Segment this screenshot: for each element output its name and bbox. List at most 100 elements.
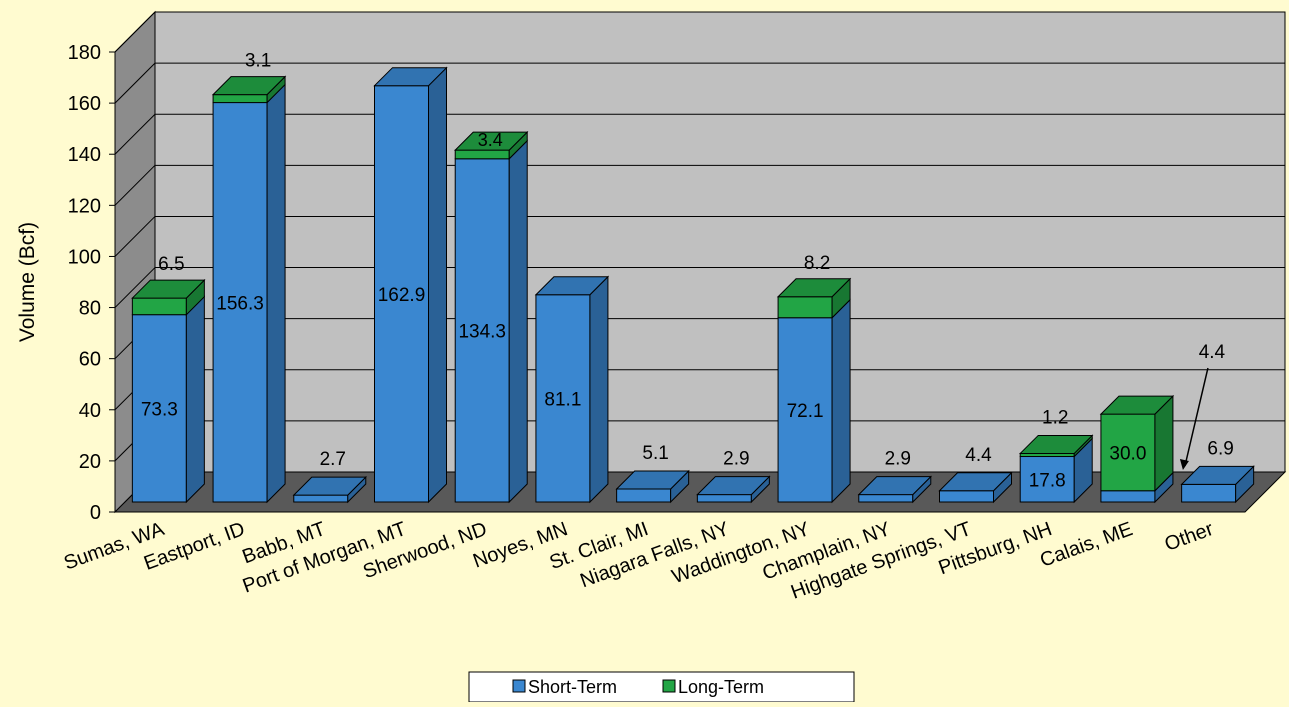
- bar-calais-me-long-term-front: [1100, 413, 1156, 492]
- y-tick-label: 0: [90, 502, 101, 524]
- bar-eastport-id-long-term-front: [212, 94, 268, 104]
- bar-other-short-term-front: [1181, 483, 1237, 503]
- bar-champlain-ny-short-term-top: [857, 476, 932, 496]
- bar-highgate-springs-vt-short-term-front: [939, 490, 994, 503]
- bar-noyes-mn-short-term-front: [535, 294, 591, 503]
- gridline-side: [114, 11, 156, 53]
- bar-sumas-wa-long-term-front: [131, 297, 187, 316]
- bar-pittsburg-nh-long-term-top: [1019, 434, 1094, 454]
- bar-st-clair-mi-short-term-top: [615, 470, 690, 490]
- y-tick-label: 60: [79, 349, 101, 371]
- gridline-side: [114, 216, 156, 257]
- bar-champlain-ny-short-term-front: [858, 494, 914, 503]
- data-label-short-term: 134.3: [458, 321, 506, 342]
- y-tick-label: 180: [68, 42, 101, 64]
- bar-niagara-falls-ny-short-term-front: [696, 494, 752, 503]
- data-label-arrowhead: [1179, 459, 1189, 470]
- legend-swatch-long-term: [662, 679, 676, 693]
- data-label-short-term: 81.1: [544, 389, 581, 410]
- bar-eastport-id-short-term-side: [266, 83, 286, 504]
- y-tick-label: 100: [68, 246, 101, 268]
- data-label-long-term: 30.0: [1109, 443, 1146, 464]
- gridline-side: [114, 164, 156, 206]
- bar-waddington-ny-long-term-top: [776, 278, 852, 298]
- bar-sumas-wa-short-term: [131, 295, 205, 504]
- bar-sherwood-nd-long-term-front: [454, 149, 510, 160]
- data-label-short-term: 73.3: [141, 399, 178, 420]
- data-label-long-term: 6.5: [158, 254, 184, 275]
- bar-sumas-wa-long-term: [131, 278, 205, 316]
- x-tick-label: Calais, ME: [1037, 518, 1135, 572]
- data-label-short-term: 5.1: [642, 443, 668, 464]
- legend-label-short-term: Short-Term: [528, 677, 617, 697]
- data-label-short-term: 4.4: [1199, 342, 1226, 363]
- y-axis-label: Volume (Bcf): [16, 222, 39, 342]
- bar-pittsburg-nh-short-term: [1019, 437, 1093, 504]
- bar-noyes-mn-short-term-top: [534, 276, 610, 296]
- bar-sherwood-nd-short-term-side: [508, 139, 528, 504]
- bar-calais-me-short-term-front: [1100, 490, 1156, 503]
- data-label-long-term: 8.2: [804, 253, 830, 274]
- legend-swatch-short-term: [512, 679, 526, 693]
- data-label-short-term: 17.8: [1029, 470, 1066, 491]
- bar-sherwood-nd-short-term: [454, 139, 528, 504]
- bar-sherwood-nd-long-term-top: [454, 131, 529, 151]
- bar-port-of-morgan-mt-short-term: [374, 66, 447, 504]
- data-label-long-term: 3.4: [478, 130, 503, 150]
- y-tick-label: 80: [79, 298, 101, 320]
- bars: [131, 66, 1255, 504]
- bar-st-clair-mi-short-term-front: [616, 488, 672, 503]
- bar-port-of-morgan-mt-short-term-side: [428, 66, 447, 504]
- bar-other-short-term-top: [1180, 465, 1255, 485]
- gridline-side: [114, 62, 156, 104]
- data-label-short-term: 4.4: [965, 445, 992, 466]
- y-tick-label: 160: [68, 93, 101, 115]
- bar-eastport-id-long-term-top: [211, 76, 287, 96]
- bar-noyes-mn-short-term-side: [589, 275, 609, 504]
- bar-sumas-wa-short-term-side: [185, 295, 205, 504]
- data-label-short-term: 162.9: [378, 285, 426, 306]
- y-tick-label: 20: [79, 451, 101, 473]
- data-label-long-term: 3.1: [245, 51, 271, 72]
- data-label-short-term: 2.7: [320, 449, 346, 470]
- data-label-short-term: 6.9: [1207, 438, 1233, 459]
- bar-eastport-id-short-term-front: [212, 102, 268, 503]
- gridline-side: [114, 267, 156, 308]
- data-label-short-term: 2.9: [885, 449, 911, 470]
- y-tick-label: 140: [68, 144, 101, 166]
- bar-waddington-ny-short-term-side: [831, 298, 851, 504]
- gridline-side: [114, 113, 156, 155]
- legend-item-long-term: Long-Term: [662, 677, 764, 697]
- y-tick-label: 120: [68, 195, 101, 217]
- bar-niagara-falls-ny-short-term-top: [696, 476, 771, 496]
- legend-item-short-term: Short-Term: [512, 677, 617, 697]
- bar-port-of-morgan-mt-short-term-front: [374, 85, 429, 503]
- bar-waddington-ny-long-term: [777, 277, 851, 319]
- bar-calais-me-long-term: [1100, 394, 1174, 492]
- bar-port-of-morgan-mt-short-term-top: [373, 67, 448, 87]
- data-labels: 73.3 6.5 156.3 3.1 2.7 162.9 134.3 3.4 81.1 5.1 2.…: [141, 51, 1234, 492]
- bar-highgate-springs-vt-short-term-top: [938, 472, 1013, 492]
- bar-sumas-wa-short-term-front: [131, 314, 187, 503]
- bar-babb-mt-short-term-front: [293, 494, 349, 503]
- data-label-short-term: 156.3: [216, 293, 264, 314]
- bar-waddington-ny-short-term-front: [777, 317, 833, 503]
- bar-sumas-wa-long-term-top: [131, 279, 206, 299]
- y-tick-label: 40: [79, 400, 101, 422]
- bar-noyes-mn-short-term: [535, 275, 609, 504]
- data-label-short-term: 72.1: [787, 401, 824, 422]
- bar-waddington-ny-short-term: [777, 298, 851, 504]
- bar-waddington-ny-long-term-front: [777, 296, 833, 319]
- legend-box: [468, 671, 855, 703]
- data-label-short-term: 2.9: [723, 449, 749, 470]
- legend-label-long-term: Long-Term: [678, 677, 764, 697]
- bar-babb-mt-short-term-top: [292, 476, 367, 496]
- bar-calais-me-long-term-top: [1099, 395, 1175, 415]
- legend: Short-Term Long-Term: [468, 671, 855, 703]
- data-label-arrow: [1184, 367, 1209, 467]
- x-tick-label: Other: [1162, 518, 1217, 556]
- data-label-long-term: 1.2: [1042, 407, 1068, 428]
- bar-sherwood-nd-short-term-front: [454, 158, 510, 503]
